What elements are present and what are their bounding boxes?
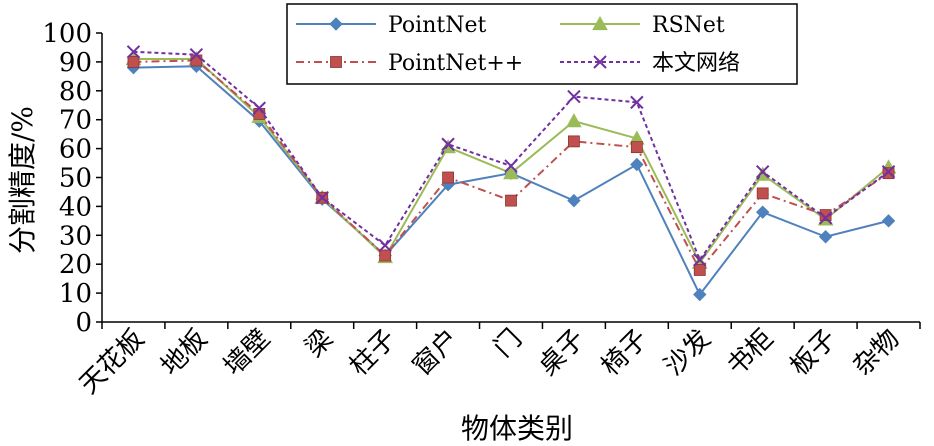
y-tick-label: 100	[42, 19, 92, 49]
data-point	[693, 264, 706, 276]
y-tick-label: 30	[59, 221, 92, 251]
data-point	[881, 165, 896, 179]
data-point	[190, 54, 203, 67]
series-square	[127, 54, 895, 276]
x-tick-label: 板子	[785, 324, 843, 382]
legend-marker	[593, 55, 607, 69]
y-axis-label: 分割精度/%	[6, 106, 39, 254]
legend-marker	[592, 15, 608, 31]
legend-label: 本文网络	[652, 51, 740, 76]
data-point	[442, 171, 454, 184]
series-line	[133, 58, 890, 265]
legend-label: PointNet	[388, 13, 486, 38]
legend-label: RSNet	[652, 13, 725, 38]
legend-marker	[330, 56, 342, 68]
data-point	[566, 113, 582, 128]
x-tick-label: 椅子	[596, 324, 654, 382]
series-diamond	[126, 59, 896, 302]
y-tick-label: 0	[75, 308, 92, 338]
data-point	[818, 230, 833, 244]
legend: PointNet RSNet PointNet++ 本文网络	[286, 3, 798, 85]
x-tick-label: 柱子	[344, 324, 402, 382]
data-point	[503, 165, 519, 180]
x-tick-label: 地板	[155, 324, 213, 382]
data-point	[505, 194, 517, 207]
data-point	[127, 56, 140, 68]
y-tick-label: 90	[59, 48, 92, 78]
legend-item: 本文网络	[560, 51, 740, 76]
y-tick-label: 50	[59, 164, 92, 194]
y-tick-label: 20	[59, 250, 92, 280]
data-point	[881, 214, 896, 228]
legend-item: RSNet	[560, 13, 725, 38]
x-tick-label: 窗户	[407, 324, 465, 382]
x-axis-label: 物体类别	[461, 412, 573, 445]
data-point	[504, 159, 518, 173]
legend-box	[286, 3, 798, 85]
data-point	[882, 167, 895, 180]
x-tick-label: 书柜	[722, 324, 780, 382]
data-point	[379, 249, 392, 262]
data-point	[693, 253, 707, 267]
y-tick-label: 40	[59, 192, 92, 222]
x-tick-label: 杂物	[847, 324, 905, 382]
data-point	[126, 45, 141, 59]
x-tick-label: 桌子	[533, 324, 591, 382]
x-tick-label: 门	[488, 324, 528, 364]
x-tick-label: 墙壁	[218, 324, 276, 382]
legend-label: PointNet++	[388, 51, 523, 76]
data-point	[252, 101, 267, 115]
x-tick-label: 梁	[300, 324, 340, 364]
y-tick-label: 80	[59, 77, 92, 107]
series-x	[126, 45, 896, 267]
y-tick-label: 10	[59, 279, 92, 309]
data-point	[630, 95, 644, 110]
legend-marker	[329, 17, 343, 31]
data-point	[755, 205, 770, 219]
data-point	[567, 89, 581, 104]
data-point	[755, 165, 770, 179]
legend-item: PointNet	[296, 13, 486, 38]
data-point	[378, 238, 392, 253]
data-point	[630, 157, 644, 172]
data-point	[189, 47, 204, 62]
data-point	[567, 193, 581, 208]
legend-item: PointNet++	[296, 51, 523, 76]
data-point	[756, 187, 769, 200]
data-point	[630, 141, 643, 154]
data-point	[315, 191, 329, 205]
y-tick-label: 70	[59, 106, 92, 136]
data-point	[441, 137, 455, 151]
data-point	[818, 211, 833, 225]
series-layer	[125, 45, 897, 302]
data-point	[568, 135, 580, 148]
data-point	[253, 108, 266, 120]
x-tick-label: 沙发	[659, 324, 717, 382]
y-tick-label: 60	[59, 135, 92, 165]
data-point	[693, 287, 707, 302]
